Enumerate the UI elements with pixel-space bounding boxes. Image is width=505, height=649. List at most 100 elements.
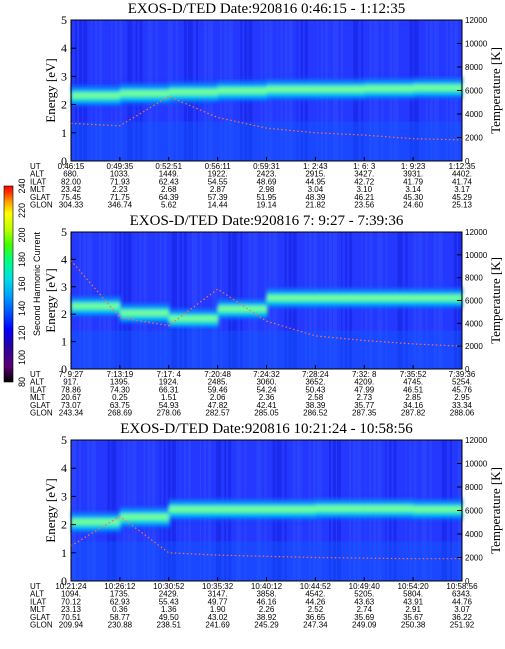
ephemeris-cell: 2.91 (405, 605, 421, 614)
ephemeris-cell: 36.65 (305, 613, 326, 622)
ephemeris-cell: 286.52 (303, 409, 328, 418)
colorbar-scale (3, 185, 14, 383)
band-core (71, 302, 121, 309)
ephemeris-cell: 10:44:52 (300, 582, 332, 591)
band-core (217, 87, 268, 94)
ephemeris-cell: 2423. (256, 170, 276, 179)
ephemeris-cell: 49.77 (208, 597, 229, 606)
energy-tick-label: 1 (61, 546, 67, 560)
ephemeris-cell: 0:46:15 (58, 162, 85, 171)
ephemeris-cell: 288.06 (450, 409, 475, 418)
band-core (364, 294, 415, 301)
ephemeris-cell: 1094. (61, 590, 81, 599)
ephemeris-cell: 62.43 (159, 177, 180, 186)
ephemeris-cell: 47.99 (354, 385, 375, 394)
low-energy-haze (71, 121, 462, 161)
temperature-tick-label: 10000 (465, 40, 488, 49)
ephemeris-cell: 2915. (305, 170, 325, 179)
ephemeris-cell: 38.39 (305, 401, 326, 410)
ephemeris-cell: 285.05 (254, 409, 279, 418)
ephemeris-cell: 1: 2:43 (303, 162, 328, 171)
band-core (71, 92, 121, 99)
ephemeris-cell: 4745. (403, 378, 423, 387)
ephemeris-cell: 1395. (110, 378, 130, 387)
ephemeris-cell: 74.30 (110, 385, 131, 394)
ephemeris-cell: 82.00 (61, 177, 82, 186)
ephemeris-cell: 10:35:32 (202, 582, 234, 591)
ephemeris-cell: 44.76 (452, 597, 473, 606)
ephemeris-cell: 48.39 (305, 193, 326, 202)
ephemeris-cell: 3858. (256, 590, 276, 599)
ephemeris-cell: 10:40:12 (251, 582, 283, 591)
ephemeris-cell: 23.56 (354, 201, 375, 210)
ephemeris-cell: 680. (63, 170, 79, 179)
temperature-tick-label: 6000 (465, 297, 483, 306)
ephemeris-cell: 3652. (305, 378, 325, 387)
ephemeris-cell: 7:20:48 (204, 370, 231, 379)
ephemeris-cell: 241.69 (205, 621, 230, 630)
ephemeris-cell: 46.16 (256, 597, 277, 606)
ephemeris-cell: 41.79 (403, 177, 424, 186)
ephemeris-row-label: GLAT (30, 193, 50, 202)
temperature-tick-label: 2000 (465, 554, 483, 563)
ephemeris-cell: 2429. (159, 590, 179, 599)
colorbar-tick-label: 120 (17, 325, 27, 340)
ephemeris-row-label: UT (30, 370, 41, 379)
temperature-tick-label: 0 (465, 577, 470, 586)
ephemeris-cell: 2.06 (210, 393, 226, 402)
ephemeris-cell: 21.82 (305, 201, 326, 210)
ephemeris-cell: 0:49:35 (107, 162, 134, 171)
ephemeris-cell: 10:26:12 (104, 582, 136, 591)
spectrogram-streak (191, 232, 196, 369)
ephemeris-cell: 43.02 (208, 613, 229, 622)
band-core (266, 294, 317, 301)
ephemeris-cell: 10:58:56 (446, 582, 478, 591)
temperature-tick-label: 8000 (465, 63, 483, 72)
ephemeris-cell: 43.63 (354, 597, 375, 606)
ephemeris-row-label: GLON (30, 621, 53, 630)
temperature-axis-label: Temperature [K] (488, 467, 503, 554)
ephemeris-cell: 44.26 (305, 597, 326, 606)
ephemeris-cell: 3.17 (454, 185, 470, 194)
energy-tick-label: 5 (61, 225, 67, 239)
ephemeris-cell: 247.34 (303, 621, 328, 630)
ephemeris-row-label: UT (30, 162, 41, 171)
band-core (315, 505, 366, 512)
ephemeris-cell: 1924. (159, 378, 179, 387)
ephemeris-cell: 3.14 (405, 185, 421, 194)
temperature-tick-label: 8000 (465, 274, 483, 283)
band-core (364, 505, 415, 512)
ephemeris-cell: 243.34 (59, 409, 84, 418)
ephemeris-cell: 5.62 (161, 201, 177, 210)
ephemeris-cell: 54.24 (256, 385, 277, 394)
energy-tick-label: 3 (61, 69, 67, 83)
ephemeris-cell: 3147. (208, 590, 228, 599)
band-core (315, 294, 366, 301)
energy-tick-label: 4 (61, 252, 67, 266)
ephemeris-cell: 35.67 (403, 613, 424, 622)
band-core (266, 85, 317, 92)
ephemeris-cell: 5804. (403, 590, 423, 599)
panel-title: EXOS-D/TED Date:920816 7: 9:27 - 7:39:36 (130, 213, 404, 229)
colorbar-tick-label: 240 (17, 178, 27, 193)
energy-tick-label: 3 (61, 280, 67, 294)
energy-tick-label: 0 (61, 574, 67, 588)
ephemeris-cell: 10:54:20 (398, 582, 430, 591)
energy-tick-label: 2 (61, 307, 67, 321)
band-core (168, 505, 219, 512)
ephemeris-cell: 1735. (110, 590, 130, 599)
energy-tick-label: 0 (61, 154, 67, 168)
ephemeris-cell: 36.22 (452, 613, 473, 622)
plasma-band (71, 494, 463, 536)
ephemeris-cell: 64.39 (159, 193, 180, 202)
ephemeris-cell: 10:49:40 (349, 582, 381, 591)
ephemeris-cell: 62.93 (110, 597, 131, 606)
temperature-trace (70, 260, 463, 347)
ephemeris-cell: 7:32: 8 (352, 370, 377, 379)
spectrogram-streak (179, 232, 182, 369)
plasma-band (71, 284, 463, 332)
band-core (315, 85, 366, 92)
ephemeris-cell: 209.94 (59, 621, 84, 630)
ephemeris-cell: 1.90 (210, 605, 226, 614)
energy-axis-label: Energy [eV] (43, 478, 58, 542)
